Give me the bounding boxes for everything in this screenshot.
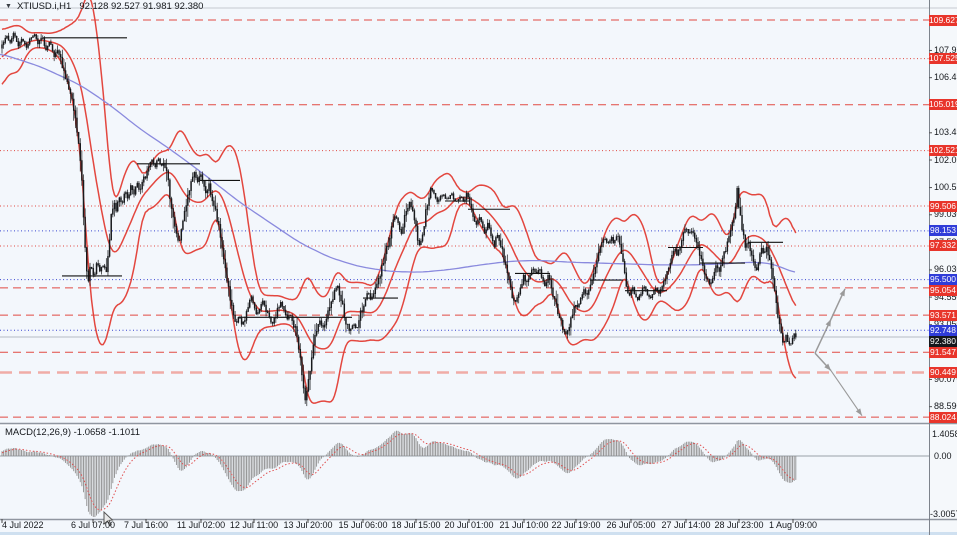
price-tick-label: 102.010 <box>934 154 957 165</box>
price-tick-label: 96.030 <box>934 264 957 275</box>
price-level-label: 92.748 <box>929 324 957 336</box>
projection-arrowhead <box>825 319 831 327</box>
axis-background <box>929 0 957 535</box>
window-bottom-edge <box>0 532 957 535</box>
time-tick-label: 28 Jul 23:00 <box>714 520 764 530</box>
time-tick-label: 7 Jul 16:00 <box>123 520 169 530</box>
symbol-dropdown-icon[interactable]: ▼ <box>5 3 12 10</box>
price-tick-label: 99.030 <box>934 209 957 220</box>
macd-axis-top: 1.4058 <box>932 429 957 439</box>
macd-axis-zero: 0.00 <box>934 450 952 461</box>
projection-arrowhead <box>839 288 845 297</box>
price-level-label: 92.380 <box>929 335 957 347</box>
price-level-label: 88.024 <box>929 411 957 423</box>
time-tick-label: 6 Jul 07:00 <box>70 520 116 530</box>
price-level-label: 90.449 <box>929 366 957 378</box>
ohlc-readout: 92.128 92.527 91.981 92.380 <box>79 1 204 12</box>
price-tick-label: 106.490 <box>934 72 957 83</box>
projection-arrowhead <box>855 408 862 416</box>
time-tick-label: 11 Jul 02:00 <box>176 520 226 530</box>
time-tick-label: 26 Jul 05:00 <box>606 520 656 530</box>
time-tick-label: 22 Jul 19:00 <box>551 520 601 530</box>
time-tick-label: 21 Jul 10:00 <box>499 520 549 530</box>
macd-indicator-label: MACD(12,26,9) -1.0658 -1.1011 <box>5 427 140 438</box>
time-tick-label: 27 Jul 14:00 <box>661 520 711 530</box>
price-tick-label: 88.590 <box>934 401 957 412</box>
time-tick-label: 4 Jul 2022 <box>2 520 44 530</box>
time-tick-label: 1 Aug 09:00 <box>768 520 818 530</box>
symbol-title[interactable]: ▼ XTIUSD.i,H1 92.128 92.527 91.981 92.380 <box>5 1 203 12</box>
price-level-label: 109.627 <box>929 14 957 26</box>
projection-arrowhead <box>824 363 831 371</box>
projection-arrow <box>830 370 863 416</box>
bollinger-band-line <box>1 46 797 404</box>
macd-name: MACD(12,26,9) <box>5 427 71 438</box>
macd-signal-line <box>1 433 796 511</box>
macd-values: -1.0658 -1.1011 <box>73 427 141 438</box>
price-level-label: 105.019 <box>929 99 957 111</box>
price-level-label: 102.521 <box>929 145 957 157</box>
mouse-cursor <box>103 510 114 527</box>
price-level-label: 91.547 <box>929 346 957 358</box>
time-tick-label: 12 Jul 11:00 <box>229 520 279 530</box>
price-level-label: 107.525 <box>929 53 957 65</box>
moving-average-line <box>0 53 796 273</box>
symbol-timeframe-label: XTIUSD.i,H1 <box>16 1 72 12</box>
time-tick-label: 15 Jul 06:00 <box>338 520 388 530</box>
time-tick-label: 20 Jul 01:00 <box>444 520 494 530</box>
macd-axis-bottom: -3.0057 <box>930 509 957 519</box>
price-tick-label: 107.970 <box>934 44 957 55</box>
price-tick-label: 103.490 <box>934 127 957 138</box>
price-tick-label: 93.050 <box>934 319 957 330</box>
price-tick-label: 100.510 <box>934 182 957 193</box>
time-tick-label: 18 Jul 15:00 <box>391 520 441 530</box>
price-level-label: 93.571 <box>929 309 957 321</box>
price-level-label: 95.500 <box>929 274 957 286</box>
time-tick-label: 13 Jul 20:00 <box>283 520 333 530</box>
bollinger-band-line <box>1 39 797 350</box>
price-level-label: 95.054 <box>929 285 957 297</box>
price-tick-label: 94.550 <box>934 291 957 302</box>
price-level-label: 98.153 <box>929 225 957 237</box>
price-level-label: 99.506 <box>929 200 957 212</box>
price-level-label: 97.332 <box>929 240 957 252</box>
price-tick-label: 90.070 <box>934 373 957 384</box>
